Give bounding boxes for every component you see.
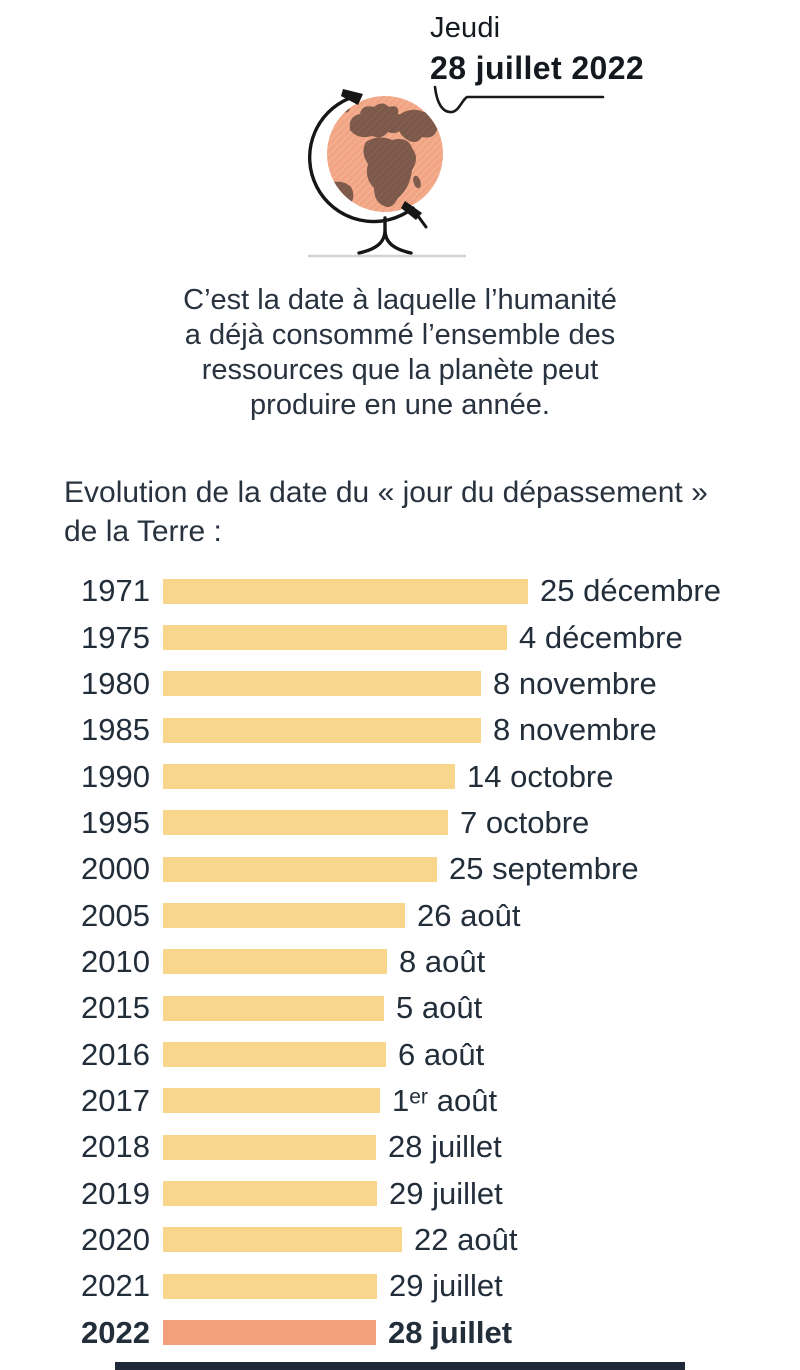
year-label: 1990 [81, 758, 150, 794]
year-label: 1980 [81, 665, 150, 701]
year-label: 2019 [81, 1175, 150, 1211]
overshoot-date-label: 28 juillet 2022 [430, 50, 645, 86]
chart-title-line1: Evolution de la date du « jour du dépass… [64, 476, 708, 509]
year-label: 2010 [81, 943, 150, 979]
date-label: 8 novembre [493, 712, 657, 748]
chart-row: 1995 7 octobre [0, 800, 800, 846]
chart-row: 2019 29 juillet [0, 1170, 800, 1216]
header-date-block: Jeudi 28 juillet 2022 [430, 12, 644, 87]
date-label: 8 août [399, 943, 486, 979]
year-label: 1971 [81, 573, 150, 609]
date-label: 28 juillet [388, 1129, 502, 1165]
chart-row: 2017 1ᵉʳ août [0, 1078, 800, 1124]
year-label: 2018 [81, 1129, 150, 1165]
chart-row: 1971 25 décembre [0, 568, 800, 614]
date-label: 29 juillet [389, 1268, 503, 1304]
year-label: 2000 [81, 851, 150, 887]
value-bar [163, 810, 448, 836]
year-label: 2021 [81, 1268, 150, 1304]
value-bar [163, 1134, 376, 1160]
value-bar [163, 1273, 377, 1299]
date-label: 7 octobre [460, 804, 590, 840]
value-bar [163, 671, 481, 697]
bar-chart-rows: 1971 25 décembre 1975 4 décembre 1980 8 … [0, 568, 800, 1356]
chart-row: 2016 6 août [0, 1031, 800, 1077]
value-bar [163, 949, 387, 975]
chart-row: 2000 25 septembre [0, 846, 800, 892]
chart-row: 1980 8 novembre [0, 661, 800, 707]
year-label: 2005 [81, 897, 150, 933]
date-label: 4 décembre [519, 619, 683, 655]
footer-accent-bar [115, 1362, 685, 1370]
date-label: 28 juillet [388, 1314, 513, 1350]
date-label: 6 août [398, 1036, 485, 1072]
year-label: 1975 [81, 619, 150, 655]
globe-axis-pin-top [341, 89, 363, 105]
year-label: 1985 [81, 712, 150, 748]
desk-globe-illustration [308, 89, 466, 258]
chart-row: 2021 29 juillet [0, 1263, 800, 1309]
year-label: 2022 [81, 1314, 150, 1350]
value-bar [163, 625, 507, 651]
weekday-label: Jeudi [430, 12, 501, 44]
year-label: 1995 [81, 804, 150, 840]
date-label: 1ᵉʳ août [392, 1082, 498, 1118]
chart-row: 2018 28 juillet [0, 1124, 800, 1170]
value-bar [163, 1320, 376, 1346]
date-label: 14 octobre [467, 758, 614, 794]
chart-row: 1985 8 novembre [0, 707, 800, 753]
globe-stand-ring [308, 94, 415, 224]
date-label: 5 août [396, 990, 483, 1026]
year-label: 2020 [81, 1221, 150, 1257]
value-bar [163, 1042, 386, 1068]
chart-row: 1975 4 décembre [0, 614, 800, 660]
value-bar [163, 578, 528, 604]
date-label: 22 août [414, 1221, 518, 1257]
value-bar [163, 764, 455, 790]
value-bar [163, 903, 405, 929]
date-label: 26 août [417, 897, 521, 933]
value-bar [163, 856, 437, 882]
value-bar [163, 1227, 402, 1253]
year-label: 2015 [81, 990, 150, 1026]
globe-foot [357, 216, 413, 255]
date-label: 25 septembre [449, 851, 639, 887]
date-label: 8 novembre [493, 665, 657, 701]
chart-row: 2010 8 août [0, 939, 800, 985]
chart-title-line2: de la Terre : [64, 515, 222, 548]
value-bar [163, 717, 481, 743]
date-label: 29 juillet [389, 1175, 503, 1211]
date-label: 25 décembre [540, 573, 721, 609]
chart-title: Evolution de la date du « jour du dépass… [64, 473, 708, 551]
value-bar [163, 995, 384, 1021]
value-bar [163, 1088, 380, 1114]
chart-row: 2005 26 août [0, 892, 800, 938]
chart-row: 1990 14 octobre [0, 753, 800, 799]
chart-row: 2015 5 août [0, 985, 800, 1031]
chart-row: 2022 28 juillet [0, 1310, 800, 1356]
chart-row: 2020 22 août [0, 1217, 800, 1263]
callout-connector-line [433, 85, 605, 114]
intro-paragraph: C’est la date à laquelle l’humanité a dé… [183, 284, 617, 421]
year-label: 2016 [81, 1036, 150, 1072]
year-label: 2017 [81, 1082, 150, 1118]
value-bar [163, 1181, 377, 1207]
